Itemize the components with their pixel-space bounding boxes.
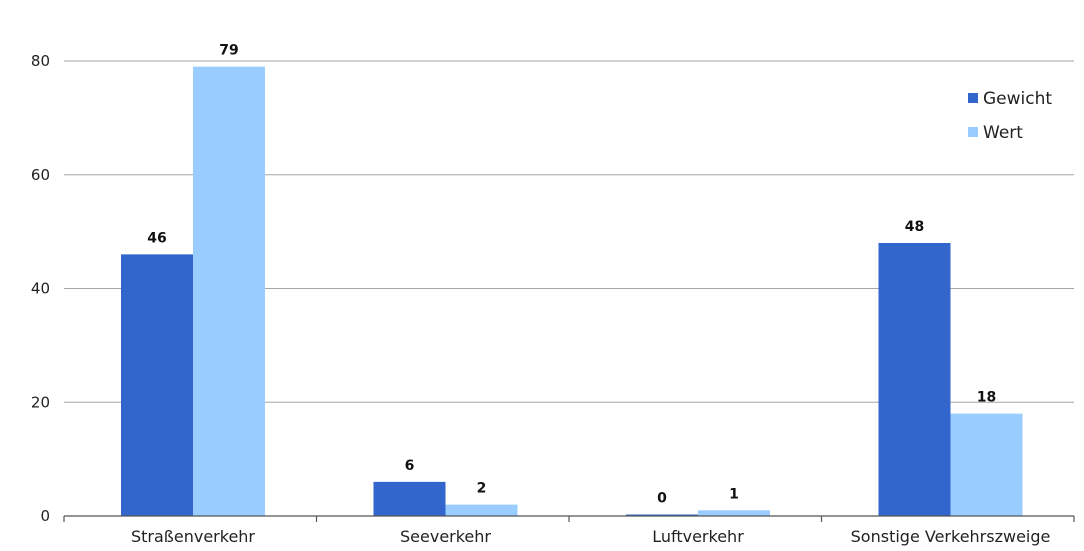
data-label-wert-1: 2 [477, 481, 487, 497]
bar-gewicht-1 [373, 481, 446, 516]
data-label-wert-3: 18 [977, 390, 996, 406]
data-label-wert-2: 1 [729, 486, 739, 502]
legend-swatch-gewicht [968, 93, 978, 103]
data-label-gewicht-2: 0 [657, 491, 667, 507]
bar-wert-3 [950, 413, 1023, 516]
x-category-label: Seeverkehr [400, 527, 491, 546]
bar-gewicht-3 [878, 243, 951, 516]
data-label-gewicht-3: 48 [905, 219, 924, 235]
legend-label-wert: Wert [983, 123, 1023, 143]
y-tick-label: 60 [31, 166, 50, 184]
bar-wert-1 [445, 504, 518, 516]
legend-swatch-wert [968, 127, 978, 137]
data-labels: 46 79 6 2 0 1 48 18 [147, 43, 996, 507]
y-tick-label: 40 [31, 280, 50, 298]
x-category-label: Straßenverkehr [131, 527, 255, 546]
x-category-label: Luftverkehr [652, 527, 744, 546]
y-tick-label: 80 [31, 52, 50, 70]
data-label-wert-0: 79 [219, 43, 238, 59]
x-category-label: Sonstige Verkehrszweige [851, 527, 1051, 546]
y-axis-ticks: 0 20 40 60 80 [31, 52, 50, 525]
bar-gewicht-2 [626, 514, 698, 516]
y-tick-label: 20 [31, 393, 50, 411]
bars [121, 66, 1023, 516]
data-label-gewicht-0: 46 [147, 230, 166, 246]
x-axis: Straßenverkehr Seeverkehr Luftverkehr Sonst… [63, 515, 1075, 546]
bar-wert-2 [698, 510, 770, 516]
legend: Gewicht Wert [968, 89, 1052, 143]
bar-gewicht-0 [121, 254, 193, 516]
legend-label-gewicht: Gewicht [983, 89, 1052, 109]
bar-wert-0 [193, 66, 265, 516]
y-tick-label: 0 [40, 507, 50, 525]
data-label-gewicht-1: 6 [405, 458, 415, 474]
